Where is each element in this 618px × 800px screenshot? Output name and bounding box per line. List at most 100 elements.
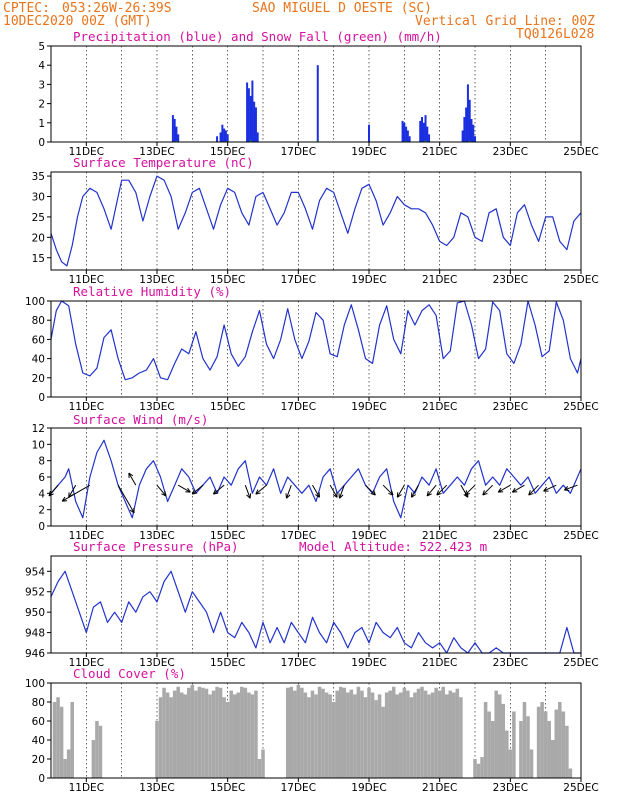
y-tick-label: 4: [38, 488, 45, 500]
snow-bar: [424, 140, 427, 142]
cloud-bar: [172, 690, 177, 778]
x-tick-label: 19DEC: [351, 782, 386, 794]
wind-arrow: [244, 484, 251, 499]
y-tick-label: 954: [25, 566, 45, 578]
cloud-bar: [490, 721, 495, 778]
precip-bar: [406, 130, 409, 142]
wind-arrow: [128, 472, 137, 486]
x-tick-label: 13DEC: [139, 401, 174, 413]
rh-title: Relative Humidity (%): [73, 284, 231, 299]
wind-arrow: [497, 484, 511, 493]
x-tick-label: 25DEC: [563, 146, 598, 158]
cloud-bar: [377, 694, 382, 778]
cloud-bar: [158, 697, 163, 778]
x-tick-label: 11DEC: [69, 657, 104, 669]
precip-bar: [405, 126, 408, 142]
y-tick-label: 950: [25, 607, 45, 619]
wind-line: [50, 439, 582, 519]
wind-frame: [50, 427, 582, 527]
cloud-bar: [568, 768, 573, 778]
cloud-bar: [321, 688, 325, 778]
x-tick-label: 19DEC: [351, 530, 386, 542]
cloud-bar: [444, 694, 449, 778]
wind-arrow-head: [426, 490, 432, 497]
cloud-bar: [155, 721, 159, 778]
cloud-bar: [522, 702, 527, 778]
wind-arrow-head: [332, 492, 338, 498]
cloud-bar: [59, 706, 64, 778]
cloud-title: Cloud Cover (%): [73, 666, 186, 681]
pressure-title: Surface Pressure (hPa): [73, 539, 239, 554]
rh-frame: [50, 300, 582, 398]
wind-arrow-head: [185, 487, 191, 493]
wind-arrow-head: [497, 487, 504, 493]
x-tick-label: 17DEC: [281, 530, 316, 542]
wind-arrow: [339, 484, 345, 499]
cloud-bar: [346, 692, 350, 778]
wind-arrow-head: [161, 490, 167, 497]
cloud-bar: [420, 686, 424, 778]
wind-arrow: [68, 484, 77, 498]
precip-bar: [177, 134, 180, 142]
cloud-bar: [367, 687, 371, 778]
cloud-bar: [225, 702, 230, 778]
x-tick-label: 21DEC: [422, 146, 457, 158]
precip-bar: [461, 130, 464, 142]
cloud-bar: [540, 702, 544, 778]
cloud-bar: [208, 694, 212, 778]
y-tick-label: 8: [38, 456, 45, 468]
x-tick-label: 13DEC: [139, 782, 174, 794]
precip-bar: [408, 136, 411, 142]
rh-line: [50, 300, 582, 381]
x-tick-label: 25DEC: [563, 657, 598, 669]
cloud-bar: [459, 697, 463, 778]
cloud-bar: [434, 687, 438, 778]
y-tick-label: 15: [32, 253, 45, 265]
x-tick-label: 21DEC: [422, 782, 457, 794]
header-location: SAO MIGUEL D OESTE (SC): [252, 1, 432, 16]
wind-arrow: [460, 484, 469, 498]
wind-panel: 0 2 4 6 8 10 12 11DEC 13DEC 15DEC 17DEC 19DEC 21DEC 2…: [32, 423, 599, 542]
precip-bar: [224, 130, 227, 142]
cloud-bar: [441, 686, 445, 778]
cloud-bar: [526, 716, 530, 778]
x-tick-label: 23DEC: [493, 274, 528, 286]
precip-bar: [466, 84, 469, 142]
y-tick-label: 0: [38, 392, 45, 404]
x-tick-label: 13DEC: [139, 274, 174, 286]
y-tick-label: 25: [32, 212, 45, 224]
cloud-bar: [416, 688, 421, 778]
header-coords: 053:26W-26:39S: [62, 1, 172, 16]
precip-bar: [468, 99, 471, 142]
snow-bar: [316, 140, 319, 142]
x-tick-label: 11DEC: [69, 401, 104, 413]
precip-bar: [422, 122, 425, 142]
cloud-bar: [558, 702, 562, 778]
snow-bar: [249, 140, 252, 142]
x-tick-label: 15DEC: [210, 530, 245, 542]
cloud-bar: [95, 721, 99, 778]
wind-arrow: [312, 484, 320, 498]
x-tick-label: 19DEC: [351, 401, 386, 413]
precip-bar: [470, 118, 473, 142]
cloud-bar: [240, 686, 244, 778]
y-tick-label: 2: [38, 505, 45, 517]
cloud-bar: [370, 692, 375, 778]
wind-arrow: [61, 484, 91, 502]
precip-bar: [426, 126, 429, 142]
x-tick-label: 25DEC: [563, 401, 598, 413]
cloud-bar: [547, 721, 551, 778]
x-tick-label: 15DEC: [210, 146, 245, 158]
cloud-bar: [388, 690, 392, 778]
wind-arrow: [411, 484, 419, 498]
wind-arrow: [564, 484, 578, 491]
cloud-bar: [356, 686, 361, 778]
x-tick-label: 15DEC: [210, 782, 245, 794]
y-tick-label: 100: [25, 296, 45, 308]
x-tick-label: 17DEC: [281, 782, 316, 794]
y-tick-label: 0: [38, 521, 45, 533]
wind-arrow: [543, 484, 557, 492]
y-tick-label: 5: [38, 41, 45, 53]
y-tick-label: 20: [32, 232, 45, 244]
header-code: TQ0126L028: [516, 27, 594, 42]
